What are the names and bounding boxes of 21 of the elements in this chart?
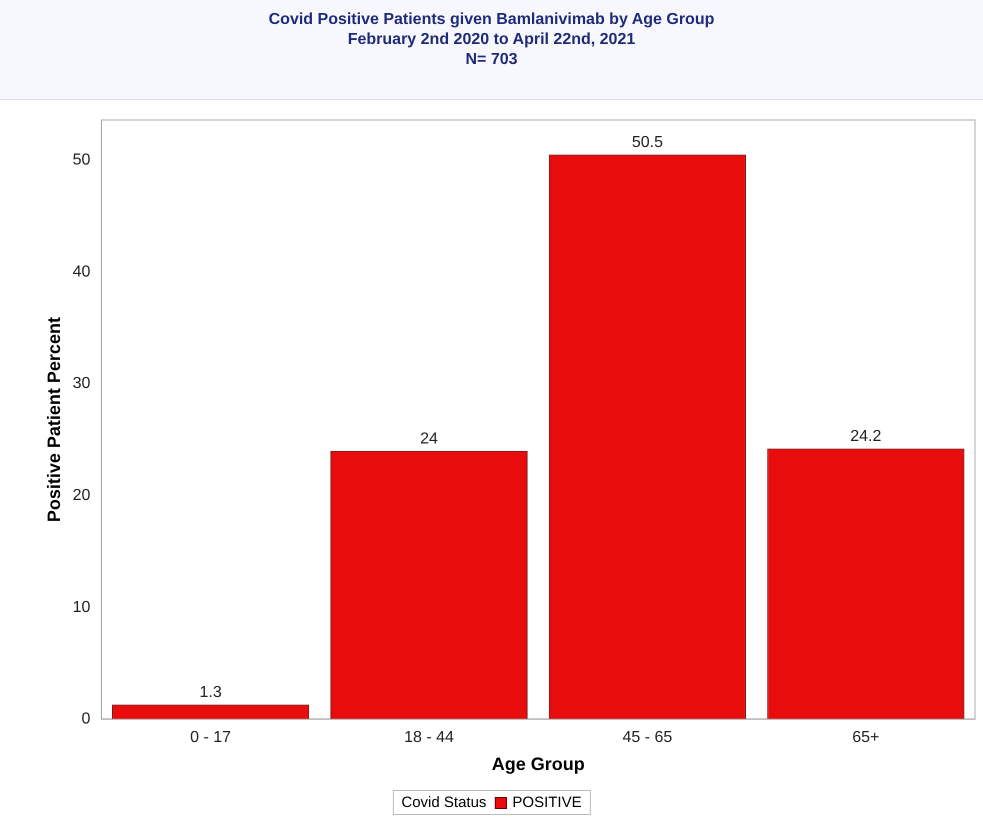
chart-subtitle: February 2nd 2020 to April 22nd, 2021 [346,30,636,50]
data-label: 1.3 [199,684,222,702]
text: N= 703 [464,50,519,70]
y-tick-label: 0 [81,710,90,728]
legend-title: Covid Status [401,794,486,811]
data-label: 50.5 [632,134,664,152]
x-tick-label: 65+ [852,729,880,746]
y-tick-label: 30 [72,375,90,392]
y-tick-label: 10 [72,598,90,616]
data-label: 24 [420,430,438,448]
x-axis-title: Age Group [492,754,585,774]
y-axis-title: Positive Patient Percent [44,317,64,522]
legend-label: POSITIVE [512,794,582,811]
data-label: 24.2 [850,428,882,446]
x-tick-label: 18 - 44 [404,729,454,746]
x-tick-label: 45 - 65 [622,729,672,746]
y-tick-label: 20 [72,487,90,504]
x-tick-label: 0 - 17 [190,729,232,746]
y-tick-label: 40 [72,263,90,280]
y-tick-label: 50 [72,152,90,169]
chart-title: Covid Positive Patients given Bamlanivimab by Age Group [268,10,716,30]
